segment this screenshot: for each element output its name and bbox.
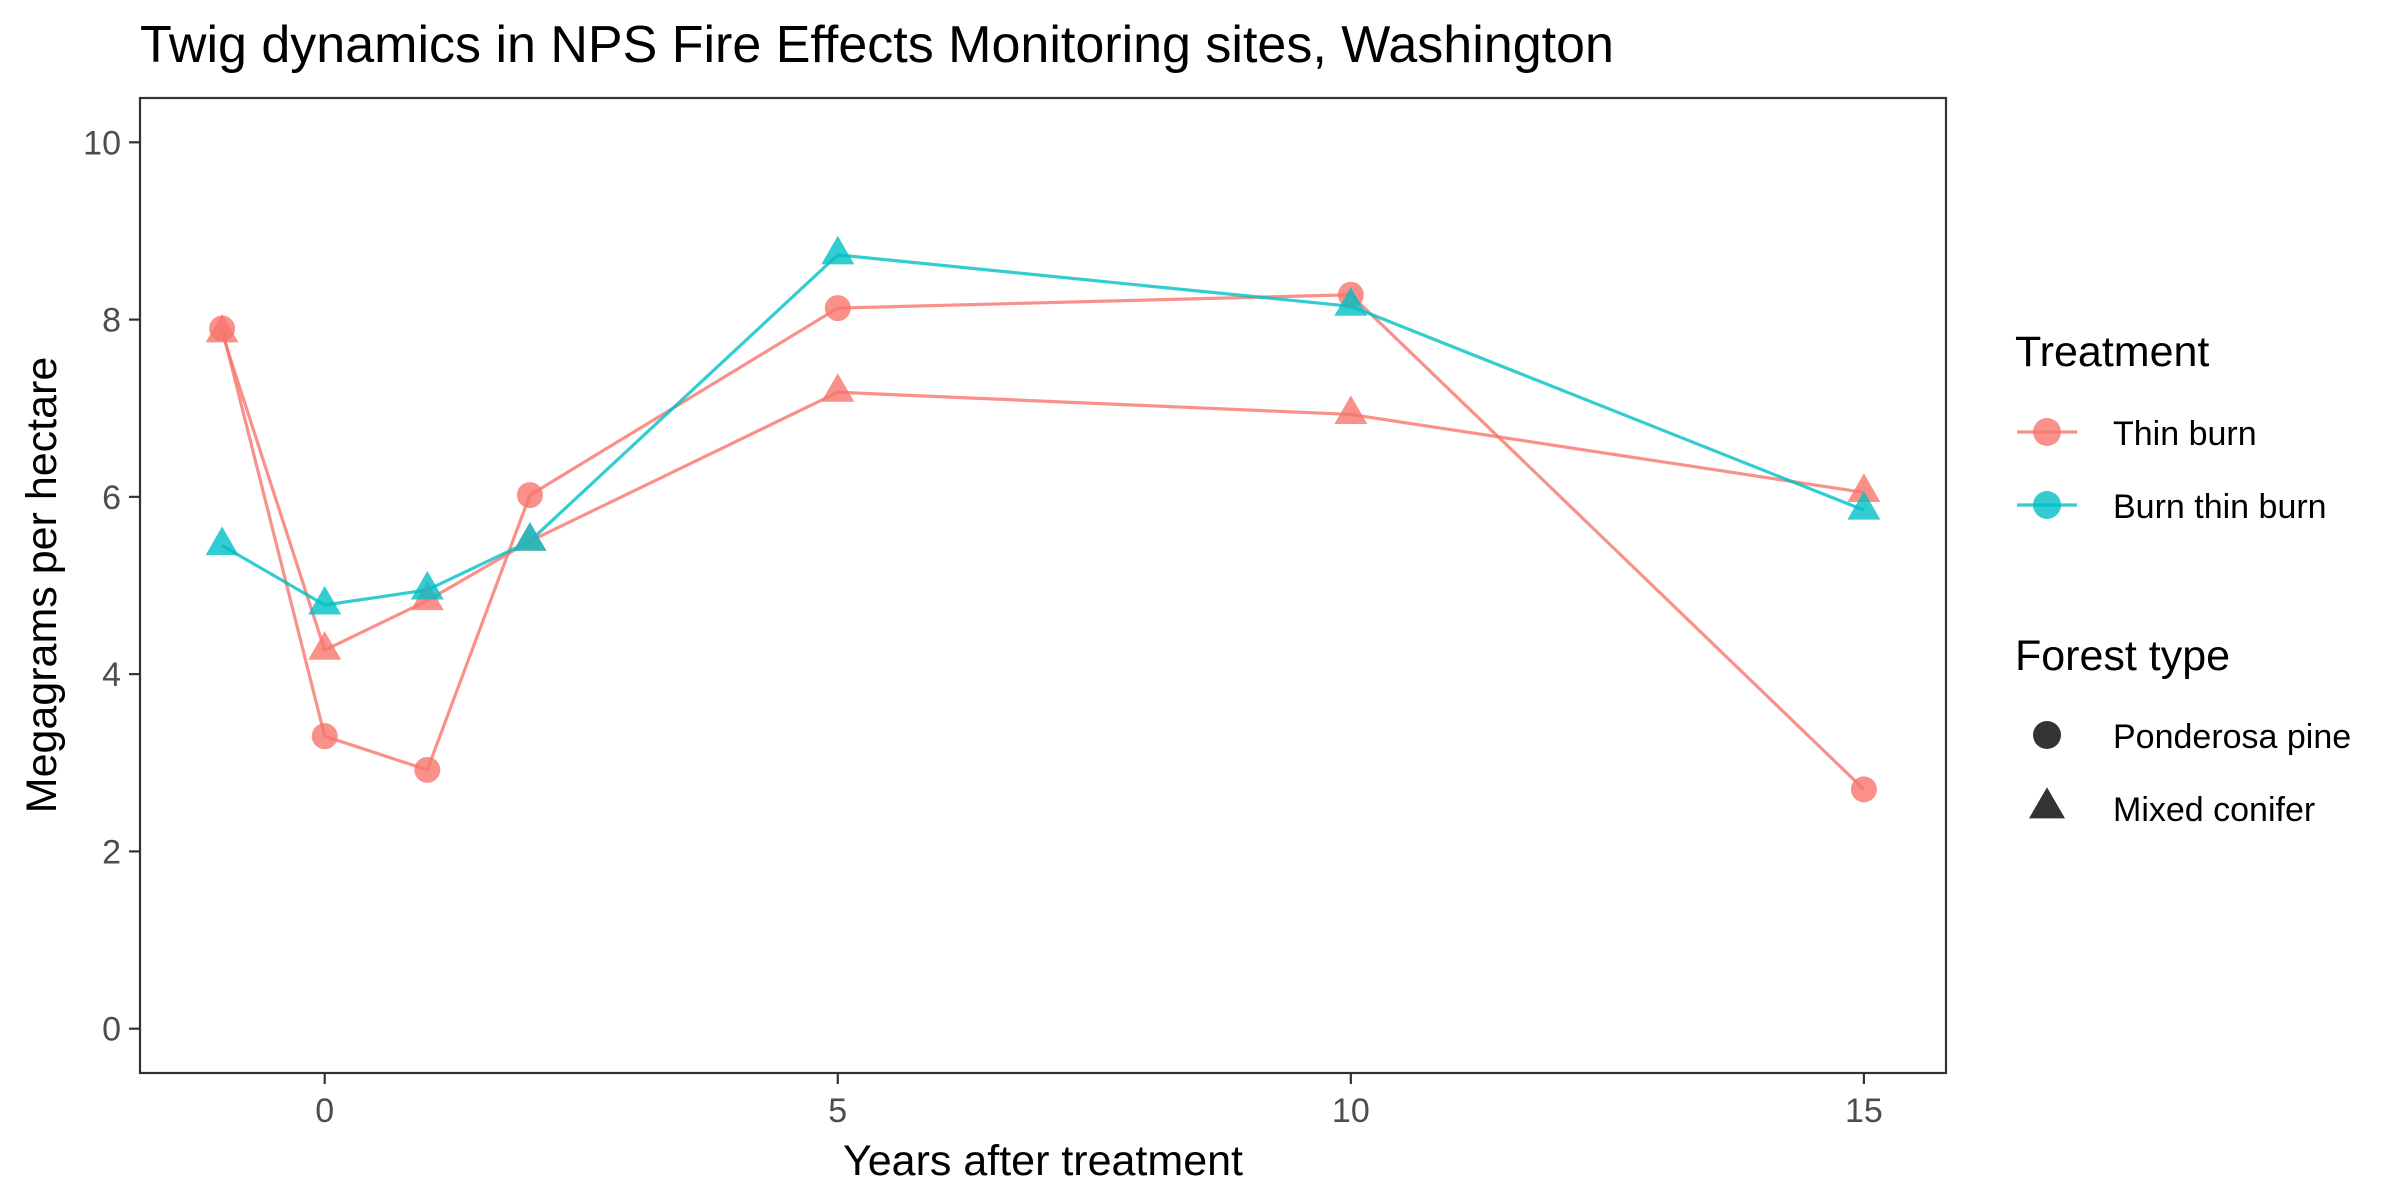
data-point-thin-burn-mixed-conifer	[205, 313, 239, 343]
y-tick-label: 6	[102, 479, 121, 517]
y-tick-label: 10	[83, 124, 121, 162]
x-tick-label: 15	[1845, 1092, 1883, 1130]
data-point-thin-burn-mixed-conifer	[308, 631, 342, 660]
data-point-thin-burn-mixed-conifer	[1334, 395, 1368, 424]
legend-forest-keys	[2029, 721, 2065, 819]
legend-key-point-burn-thin-burn	[2033, 491, 2061, 519]
legend-key-ponderosa-pine	[2033, 721, 2061, 749]
legend-treatment-keys	[2017, 418, 2077, 519]
data-point-burn-thin-burn-mixed-conifer	[1847, 491, 1881, 520]
plot-series	[205, 235, 1881, 803]
data-point-burn-thin-burn-mixed-conifer	[821, 235, 855, 265]
y-axis: 0 2 4 6 8 10	[83, 124, 140, 1049]
legend-title-forest-type: Forest type	[2015, 632, 2230, 680]
data-point-thin-burn-ponderosa-pine	[414, 756, 441, 783]
data-point-burn-thin-burn-mixed-conifer	[1334, 287, 1368, 316]
legend-forest-type: Forest type Ponderosa pine Mixed conifer	[2015, 632, 2351, 829]
y-axis-title: Megagrams per hectare	[18, 357, 66, 814]
legend-treatment: Treatment Thin burn Burn thin burn	[2015, 328, 2327, 526]
plot-panel	[138, 96, 1948, 1075]
legend-key-point-thin-burn	[2033, 418, 2061, 446]
legend-label-thin-burn: Thin burn	[2113, 415, 2257, 453]
data-point-burn-thin-burn-mixed-conifer	[308, 585, 342, 615]
data-point-burn-thin-burn-mixed-conifer	[410, 570, 444, 600]
x-tick-label: 10	[1332, 1092, 1370, 1130]
x-axis-title: Years after treatment	[843, 1137, 1243, 1185]
data-point-burn-thin-burn-mixed-conifer	[513, 522, 547, 551]
data-point-thin-burn-mixed-conifer	[1847, 473, 1881, 502]
legend-key-mixed-conifer	[2029, 787, 2065, 819]
x-tick-label: 0	[315, 1092, 334, 1130]
legend-title-treatment: Treatment	[2015, 328, 2209, 376]
y-tick-label: 0	[102, 1011, 121, 1049]
y-tick-label: 8	[102, 302, 121, 340]
legend-label-burn-thin-burn: Burn thin burn	[2113, 488, 2327, 526]
data-point-thin-burn-ponderosa-pine	[311, 723, 338, 750]
data-point-burn-thin-burn-mixed-conifer	[205, 526, 239, 556]
data-point-thin-burn-ponderosa-pine	[824, 295, 851, 322]
legend-label-mixed-conifer: Mixed conifer	[2113, 791, 2315, 829]
chart-title: Twig dynamics in NPS Fire Effects Monito…	[140, 16, 1614, 74]
y-tick-label: 2	[102, 833, 121, 871]
data-point-thin-burn-ponderosa-pine	[1850, 776, 1877, 803]
y-tick-label: 4	[102, 656, 121, 694]
x-tick-label: 5	[828, 1092, 847, 1130]
x-axis: 0 5 10 15	[315, 1073, 1883, 1130]
data-point-thin-burn-mixed-conifer	[821, 373, 855, 402]
data-point-thin-burn-ponderosa-pine	[516, 482, 543, 509]
legend-label-ponderosa-pine: Ponderosa pine	[2113, 718, 2351, 756]
